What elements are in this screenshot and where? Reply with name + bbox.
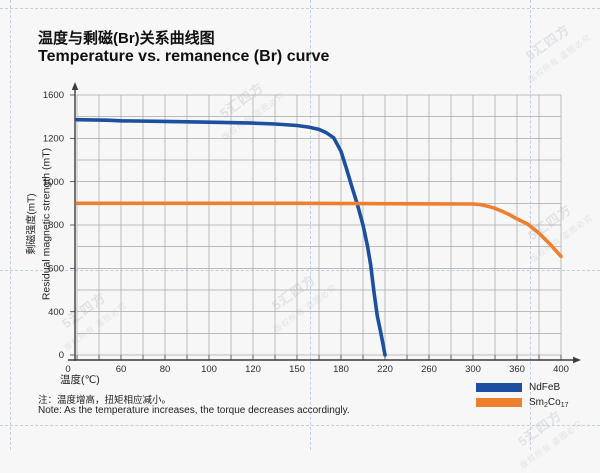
x-tick-label: 180 xyxy=(333,364,349,375)
x-tick-label: 120 xyxy=(245,364,261,375)
y-axis-title-en: Residual magnetic strength (mT) xyxy=(40,147,53,301)
x-tick-label: 400 xyxy=(553,364,569,375)
x-tick-label: 150 xyxy=(289,364,305,375)
legend-label-ndfeb: NdFeB xyxy=(529,382,561,393)
legend-item-smco: Sm2Co17 xyxy=(476,395,569,410)
legend-label-smco: Sm2Co17 xyxy=(529,396,569,409)
x-tick-label: 100 xyxy=(201,364,217,375)
x-tick-label: 360 xyxy=(509,364,525,375)
note-line-zh: 注：温度增高，扭矩相应减小。 xyxy=(38,395,172,406)
series-curve-sm2co17 xyxy=(75,201,563,259)
temperature-remanence-chart: 0 60 80 100 120 150 180 220 260 300 360 400 1600 1200… xyxy=(43,82,581,375)
x-tick-label: 0 xyxy=(65,364,70,375)
legend-item-ndfeb: NdFeB xyxy=(476,380,569,395)
x-tick-label: 300 xyxy=(465,364,481,375)
x-tick-label: 220 xyxy=(377,364,393,375)
x-axis-arrow-icon xyxy=(573,356,581,364)
y-axis-title-zh: 剩磁强度(mT) xyxy=(26,193,38,255)
x-tick-label: 80 xyxy=(160,364,171,375)
x-tick-label: 60 xyxy=(116,364,127,375)
note-line-en: Note: As the temperature increases, the … xyxy=(38,405,350,416)
y-tick-label: 1600 xyxy=(43,90,64,101)
y-axis-arrow-icon xyxy=(71,82,79,90)
y-axis-title: 剩磁强度(mT) Residual magnetic strength (mT) xyxy=(25,74,56,374)
y-tick-label: 1000 xyxy=(43,177,64,188)
chart-legend: NdFeB Sm2Co17 xyxy=(476,380,569,410)
x-axis-title: 温度(℃) xyxy=(60,374,100,386)
series-curve-ndfeb xyxy=(75,117,387,357)
page-title-en: Temperature vs. remanence (Br) curve xyxy=(38,48,330,65)
y-tick-label: 1200 xyxy=(43,134,64,145)
ndfeb-color-swatch xyxy=(476,383,522,392)
y-tick-label: 600 xyxy=(48,264,64,275)
y-tick-label: 0 xyxy=(59,350,64,361)
y-tick-label: 400 xyxy=(48,307,64,318)
page-title-zh: 温度与剩磁(Br)关系曲线图 xyxy=(38,30,215,47)
y-tick-label: 800 xyxy=(48,220,64,231)
x-tick-label: 260 xyxy=(421,364,437,375)
smco-color-swatch xyxy=(476,398,522,407)
